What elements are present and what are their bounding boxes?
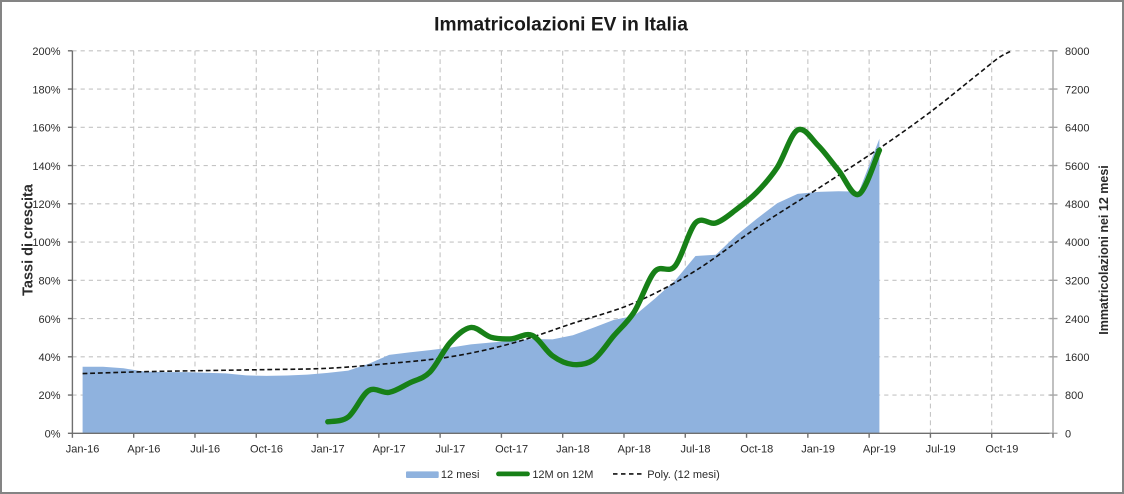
svg-text:160%: 160% xyxy=(32,123,60,135)
svg-text:Jan-18: Jan-18 xyxy=(556,444,590,456)
svg-text:12M on 12M: 12M on 12M xyxy=(532,469,593,481)
svg-text:1600: 1600 xyxy=(1065,352,1089,364)
svg-text:4000: 4000 xyxy=(1065,237,1089,249)
svg-text:60%: 60% xyxy=(38,314,60,326)
svg-text:120%: 120% xyxy=(32,199,60,211)
svg-text:Apr-16: Apr-16 xyxy=(127,444,160,456)
svg-text:0: 0 xyxy=(1065,429,1071,441)
svg-text:Jan-19: Jan-19 xyxy=(801,444,835,456)
svg-text:Poly. (12 mesi): Poly. (12 mesi) xyxy=(647,469,720,481)
svg-text:40%: 40% xyxy=(38,352,60,364)
svg-text:80%: 80% xyxy=(38,276,60,288)
svg-text:Jul-19: Jul-19 xyxy=(926,444,956,456)
svg-text:3200: 3200 xyxy=(1065,276,1089,288)
svg-text:200%: 200% xyxy=(32,46,60,58)
svg-text:Apr-18: Apr-18 xyxy=(618,444,651,456)
svg-text:5600: 5600 xyxy=(1065,161,1089,173)
svg-text:Apr-19: Apr-19 xyxy=(863,444,896,456)
svg-text:Oct-16: Oct-16 xyxy=(250,444,283,456)
svg-text:Jul-16: Jul-16 xyxy=(190,444,220,456)
svg-text:Immatricolazioni nei 12 mesi: Immatricolazioni nei 12 mesi xyxy=(1097,165,1111,335)
svg-text:Jan-17: Jan-17 xyxy=(311,444,345,456)
svg-text:8000: 8000 xyxy=(1065,46,1089,58)
svg-text:0%: 0% xyxy=(45,429,61,441)
svg-text:Jul-17: Jul-17 xyxy=(435,444,465,456)
svg-text:Jan-16: Jan-16 xyxy=(66,444,100,456)
svg-text:Oct-17: Oct-17 xyxy=(495,444,528,456)
svg-text:4800: 4800 xyxy=(1065,199,1089,211)
svg-text:Oct-19: Oct-19 xyxy=(985,444,1018,456)
svg-text:20%: 20% xyxy=(38,390,60,402)
svg-text:Immatricolazioni EV in Italia: Immatricolazioni EV in Italia xyxy=(434,14,688,35)
svg-text:140%: 140% xyxy=(32,161,60,173)
svg-text:6400: 6400 xyxy=(1065,123,1089,135)
svg-text:Tassi di crescita: Tassi di crescita xyxy=(21,183,37,296)
svg-text:12 mesi: 12 mesi xyxy=(441,469,480,481)
svg-text:Oct-18: Oct-18 xyxy=(740,444,773,456)
svg-text:Jul-18: Jul-18 xyxy=(681,444,711,456)
svg-text:7200: 7200 xyxy=(1065,84,1089,96)
svg-text:180%: 180% xyxy=(32,84,60,96)
svg-text:100%: 100% xyxy=(32,237,60,249)
svg-text:Apr-17: Apr-17 xyxy=(373,444,406,456)
svg-text:800: 800 xyxy=(1065,390,1083,402)
svg-text:2400: 2400 xyxy=(1065,314,1089,326)
